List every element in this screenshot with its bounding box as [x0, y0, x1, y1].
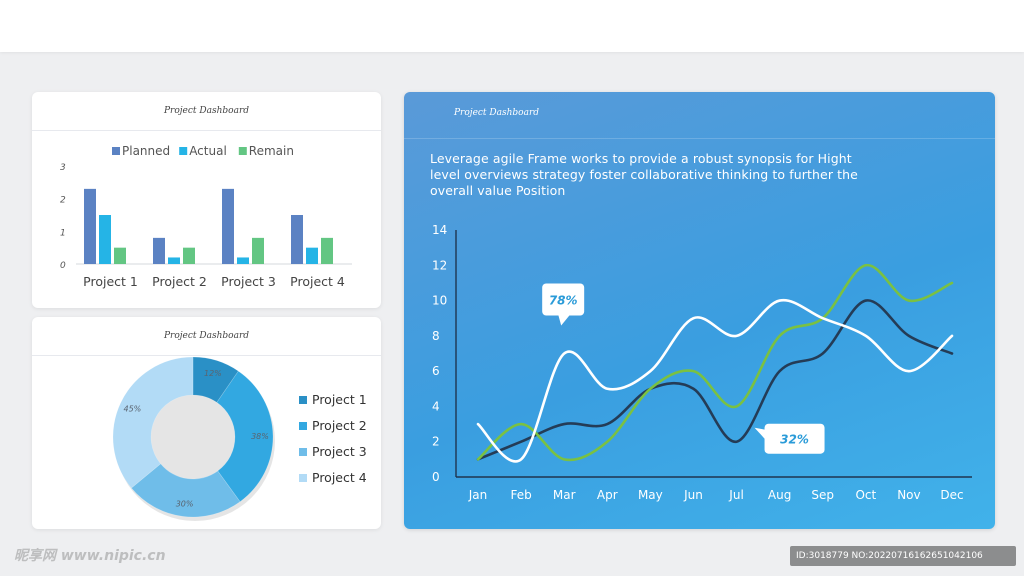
y-tick-label: 2 — [60, 196, 66, 206]
x-tick-label: Project 3 — [221, 274, 276, 289]
y-tick-label: 14 — [432, 223, 447, 237]
bar-chart: Planned Actual Remain 0 1 2 3 Project 1 Project … — [60, 144, 352, 289]
y-tick-label: 10 — [432, 294, 447, 308]
x-tick-label: Jul — [728, 488, 743, 502]
x-tick-label: Project 4 — [290, 274, 345, 289]
bar-planned — [153, 237, 165, 264]
line-series-dark — [476, 299, 954, 461]
bar-planned — [291, 215, 303, 264]
donut-chart: 12% 38% 30% 45% Project 1 Project 2 Project 3 P… — [112, 356, 367, 521]
y-tick-label: 0 — [432, 470, 440, 484]
line-card-description: Leverage agile Frame works to provide a … — [430, 151, 858, 198]
bar-remain — [114, 247, 126, 264]
x-tick-label: May — [638, 488, 663, 502]
line-chart-card: Project Dashboard Leverage agile Frame w… — [404, 92, 995, 529]
x-tick-label: Project 1 — [83, 274, 138, 289]
donut-value-label: 30% — [176, 499, 194, 508]
callout-box — [542, 283, 585, 316]
bar-chart-card: Project Dashboard Planned Actual Remain 0 1 2… — [32, 92, 381, 308]
bar-card-title: Project Dashboard — [163, 106, 250, 116]
y-tick-label: 6 — [432, 364, 440, 378]
donut-value-label: 45% — [123, 404, 141, 413]
line-chart: 0 2 4 6 8 10 12 14 Jan Feb Mar Apr May Jun Jul Aug Sep Oc… — [432, 223, 972, 502]
y-tick-label: 3 — [60, 163, 66, 173]
donut-value-label: 38% — [251, 432, 269, 441]
legend-swatch-actual — [179, 147, 188, 155]
legend-swatch-planned — [112, 147, 120, 155]
top-bar — [0, 0, 1024, 52]
x-tick-label: Mar — [553, 488, 576, 502]
bar-actual — [237, 257, 249, 264]
donut-card-title: Project Dashboard — [163, 331, 250, 341]
donut-legend-swatch — [299, 396, 307, 404]
bar-remain — [183, 247, 195, 264]
donut-legend-swatch — [299, 448, 307, 456]
x-tick-label: Oct — [855, 488, 876, 502]
donut-legend-label: Project 3 — [312, 444, 367, 459]
callout-label: 78% — [549, 294, 578, 308]
donut-legend-swatch — [299, 474, 307, 482]
x-tick-label: Jun — [683, 488, 703, 502]
x-tick-label: Jan — [468, 488, 488, 502]
donut-slice-4 — [112, 356, 194, 489]
callout-box — [764, 423, 825, 454]
bar-card-header: Project Dashboard — [32, 92, 381, 131]
bar-actual — [99, 215, 111, 264]
line-series-green — [476, 263, 954, 462]
legend-label-remain: Remain — [249, 144, 294, 158]
bar-actual — [306, 247, 318, 264]
donut-slice-3 — [130, 463, 241, 518]
donut-legend-label: Project 2 — [312, 418, 367, 433]
x-tick-label: Feb — [510, 488, 531, 502]
donut-chart-card: Project Dashboard 12% 38% 30% 45% Project 1 P… — [32, 317, 381, 529]
donut-card-header: Project Dashboard — [32, 317, 381, 356]
line-series-white — [476, 298, 954, 463]
watermark-logo: 昵享网 www.nipic.cn — [14, 548, 166, 564]
callout-pointer — [558, 314, 571, 326]
y-tick-label: 4 — [432, 399, 440, 413]
donut-legend-swatch — [299, 422, 307, 430]
y-tick-label: 1 — [60, 228, 66, 238]
donut-slice-1 — [192, 356, 239, 403]
donut-legend-label: Project 4 — [312, 470, 367, 485]
bar-planned — [84, 188, 96, 264]
donut-value-label: 12% — [204, 369, 222, 378]
x-tick-label: Aug — [768, 488, 791, 502]
legend-swatch-remain — [238, 147, 247, 155]
bar-planned — [222, 188, 234, 264]
y-tick-label: 8 — [432, 329, 440, 343]
line-card-divider — [404, 138, 995, 139]
legend-label-actual: Actual — [189, 144, 227, 158]
legend-label-planned: Planned — [122, 144, 170, 158]
callout-label: 32% — [780, 433, 809, 447]
x-tick-label: Dec — [940, 488, 963, 502]
donut-legend-label: Project 1 — [312, 392, 367, 407]
x-tick-label: Project 2 — [152, 274, 207, 289]
callout-pointer — [754, 427, 766, 440]
y-tick-label: 12 — [432, 258, 447, 272]
x-tick-label: Nov — [897, 488, 920, 502]
watermark-id: ID:3018779 NO:20220716162651042106 — [790, 546, 1016, 566]
bar-remain — [252, 237, 264, 264]
bar-actual — [168, 257, 180, 264]
bar-remain — [321, 237, 333, 264]
donut-slice-2 — [216, 370, 274, 503]
x-tick-label: Apr — [597, 488, 618, 502]
line-card-title: Project Dashboard — [454, 108, 540, 118]
x-tick-label: Sep — [811, 488, 834, 502]
y-tick-label: 0 — [60, 261, 66, 271]
y-tick-label: 2 — [432, 435, 440, 449]
